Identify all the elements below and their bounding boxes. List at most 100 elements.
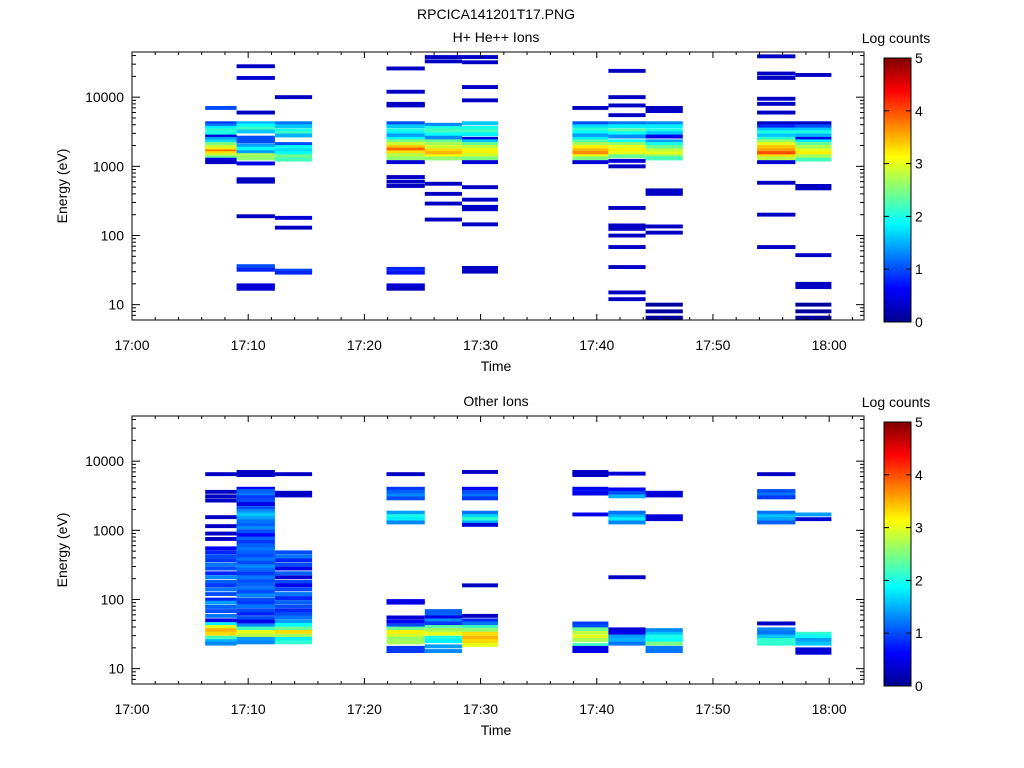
heatmap-cell (274, 626, 313, 631)
heatmap-cell (795, 124, 832, 129)
colorbar-ticks: 0 1 2 3 4 5 (884, 414, 923, 694)
heatmap-cell (757, 124, 796, 129)
heatmap-cell (205, 494, 237, 499)
heatmap-cell (424, 128, 462, 133)
heatmap-cell (274, 562, 313, 567)
heatmap-cell (236, 553, 275, 558)
heatmap-cell (205, 641, 237, 646)
heatmap-cell (386, 630, 425, 634)
heatmap-cell (572, 630, 609, 635)
heatmap-cell (236, 492, 275, 497)
heatmap-cell (205, 592, 237, 596)
heatmap-cells (205, 470, 832, 655)
heatmap-cell (205, 498, 237, 503)
heatmap-cell (274, 596, 313, 600)
heatmap-cell (608, 630, 646, 635)
heatmap-cell (274, 95, 313, 100)
heatmap-cell (645, 142, 683, 146)
heatmap-cell (572, 624, 609, 629)
heatmap-cell (608, 233, 646, 238)
heatmap-cell (645, 145, 683, 149)
heatmap-cell (757, 133, 796, 138)
heatmap-cell (236, 536, 275, 541)
heatmap-cell (205, 587, 237, 592)
heatmap-cell (205, 136, 237, 141)
figure-title: RPCICA141201T17.PNG (417, 6, 575, 22)
heatmap-cell (572, 145, 609, 149)
heatmap-cell (274, 493, 313, 498)
heatmap-cell (462, 150, 498, 155)
heatmap-cell (757, 495, 796, 500)
heatmap-cell (274, 615, 313, 620)
heatmap-cell (274, 131, 313, 136)
heatmap-cell (386, 286, 425, 291)
colorbar-label: Log counts (862, 30, 931, 46)
x-tick-label: 17:40 (579, 701, 614, 717)
heatmap-cell (424, 621, 462, 626)
heatmap-cell (274, 145, 313, 149)
heatmap-cell (462, 60, 498, 65)
heatmap-cell (462, 517, 498, 522)
heatmap-cell (274, 611, 313, 616)
heatmap-cell (572, 133, 609, 138)
colorbar (883, 57, 912, 323)
heatmap-cell (572, 512, 609, 517)
heatmap-cell (757, 621, 796, 626)
heatmap-cell (572, 148, 609, 153)
heatmap-cell (205, 160, 237, 165)
heatmap-cell (645, 154, 683, 159)
heatmap-cell (608, 627, 646, 632)
heatmap-cell (386, 496, 425, 501)
heatmap-cell (795, 121, 832, 126)
heatmap-cell (386, 514, 425, 519)
heatmap-cell (462, 628, 498, 633)
x-tick-label: 17:50 (695, 701, 730, 717)
heatmap-cell (645, 315, 683, 320)
heatmap-cell (236, 560, 275, 565)
heatmap-cell (205, 472, 237, 477)
heatmap-cell (205, 515, 237, 520)
colorbar (883, 421, 912, 687)
heatmap-cell (205, 639, 237, 644)
heatmap-cell (645, 106, 683, 110)
heatmap-cell (236, 129, 275, 134)
heatmap-cell (645, 628, 683, 633)
heatmap-cell (572, 124, 609, 129)
heatmap-cell (205, 121, 237, 126)
heatmap-cell (274, 142, 313, 146)
heatmap-cell (757, 630, 796, 635)
heatmap-cell (274, 583, 313, 588)
heatmap-cell (424, 139, 462, 144)
heatmap-cell (205, 597, 237, 602)
heatmap-cell (757, 634, 796, 639)
heatmap-cell (462, 266, 498, 270)
heatmap-cell (795, 130, 832, 135)
heatmap-cell (205, 625, 237, 629)
heatmap-cell (462, 160, 498, 165)
heatmap-cell (795, 302, 832, 307)
heatmap-cell (795, 148, 832, 153)
heatmap-cell (572, 130, 609, 135)
heatmap-cell (757, 136, 796, 141)
heatmap-cell (274, 268, 313, 273)
colorbar-tick-label: 2 (915, 208, 923, 224)
heatmap-cell (205, 609, 237, 613)
heatmap-cell (645, 302, 683, 307)
heatmap-cell (795, 512, 832, 517)
heatmap-cell (236, 633, 275, 638)
colorbar-tick-label: 4 (915, 103, 923, 119)
heatmap-cell (386, 645, 425, 650)
heatmap-cell (462, 489, 498, 494)
heatmap-cell (386, 142, 425, 146)
heatmap-cell (757, 627, 796, 632)
heatmap-cell (795, 281, 832, 286)
heatmap-cell (236, 589, 275, 594)
heatmap-cell (462, 470, 498, 474)
heatmap-cell (462, 207, 498, 212)
x-tick-label: 17:20 (347, 337, 382, 353)
heatmap-cell (236, 626, 275, 631)
heatmap-cell (572, 645, 609, 650)
heatmap-cell (608, 68, 646, 73)
heatmap-cell (757, 180, 796, 185)
panel-title: H+ He++ Ions (453, 29, 540, 45)
